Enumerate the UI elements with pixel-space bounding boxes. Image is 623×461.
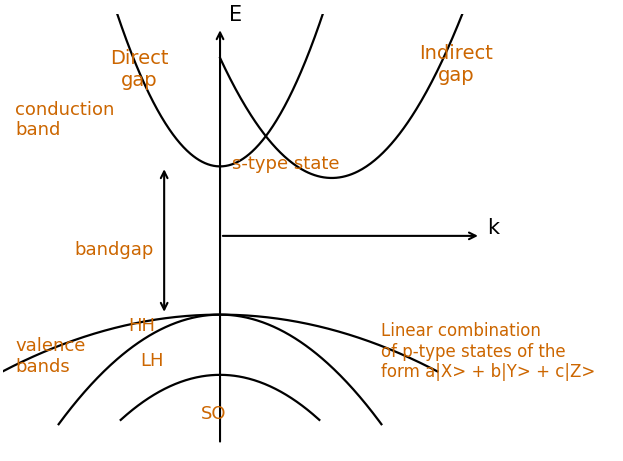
Text: Linear combination
of p-type states of the
form a|X> + b|Y> + c|Z>: Linear combination of p-type states of t… bbox=[381, 322, 596, 382]
Text: SO: SO bbox=[201, 405, 227, 423]
Text: Indirect
gap: Indirect gap bbox=[419, 44, 493, 85]
Text: E: E bbox=[229, 5, 242, 25]
Text: HH: HH bbox=[128, 317, 155, 335]
Text: conduction
band: conduction band bbox=[15, 100, 115, 140]
Text: LH: LH bbox=[141, 352, 164, 370]
Text: s-type state: s-type state bbox=[232, 155, 340, 173]
Text: valence
bands: valence bands bbox=[15, 337, 85, 376]
Text: bandgap: bandgap bbox=[75, 241, 155, 259]
Text: Direct
gap: Direct gap bbox=[110, 48, 169, 89]
Text: k: k bbox=[487, 218, 499, 237]
